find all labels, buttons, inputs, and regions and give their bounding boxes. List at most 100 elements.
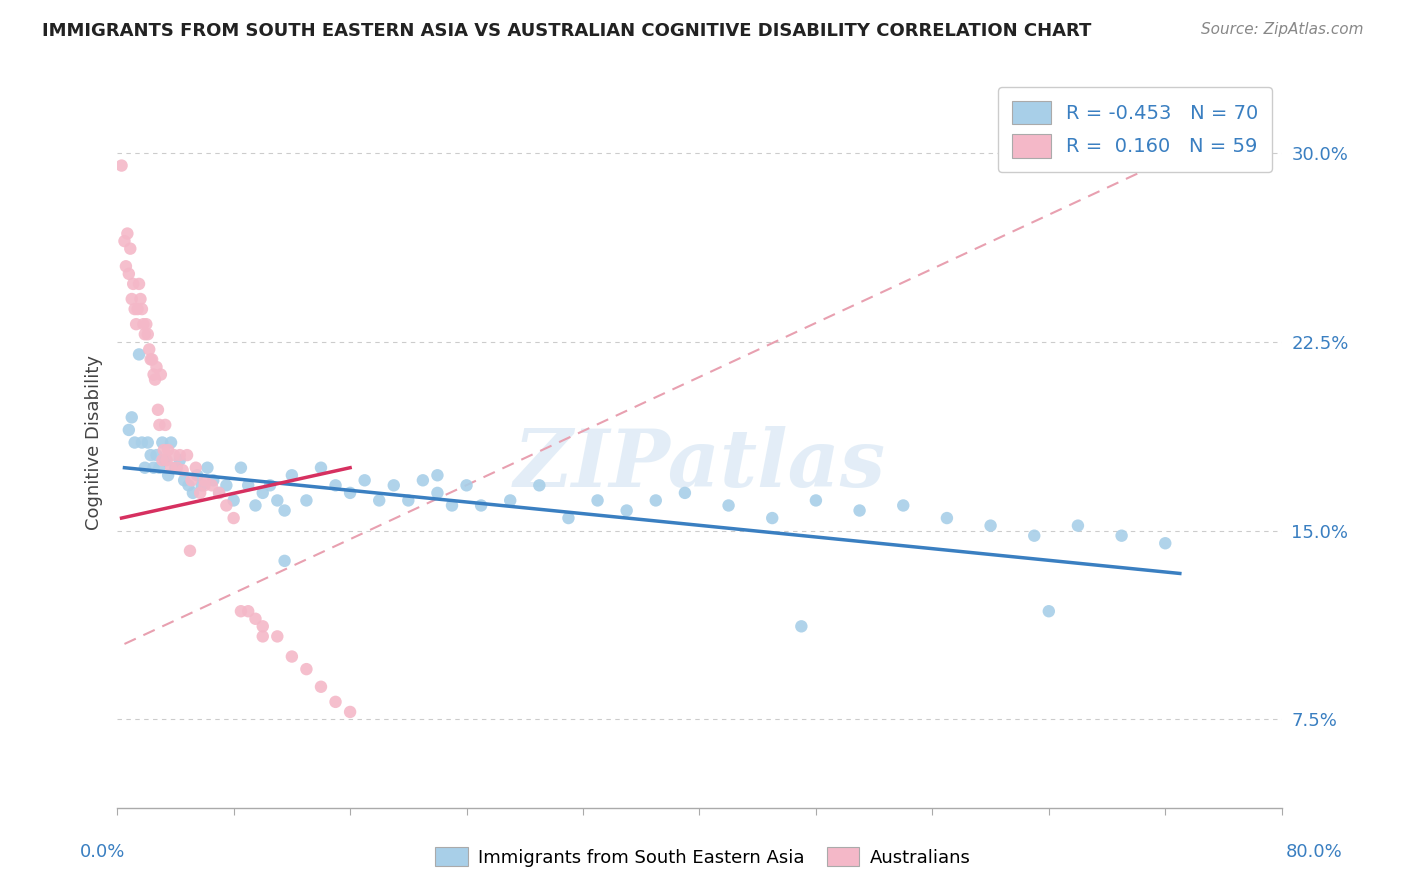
Point: [456, 478, 478, 492]
Text: 0.0%: 0.0%: [80, 843, 125, 861]
Point: [222, 511, 245, 525]
Point: [172, 463, 194, 477]
Point: [673, 486, 696, 500]
Point: [134, 460, 156, 475]
Point: [181, 486, 204, 500]
Point: [141, 352, 163, 367]
Point: [118, 423, 141, 437]
Text: Source: ZipAtlas.com: Source: ZipAtlas.com: [1201, 22, 1364, 37]
Point: [129, 292, 152, 306]
Point: [252, 486, 274, 500]
Point: [139, 448, 162, 462]
Point: [163, 448, 186, 462]
Point: [208, 486, 231, 500]
Point: [122, 277, 145, 291]
Point: [215, 499, 238, 513]
Point: [115, 260, 138, 274]
Point: [131, 435, 153, 450]
Point: [1038, 604, 1060, 618]
Point: [155, 453, 177, 467]
Point: [426, 486, 449, 500]
Point: [368, 493, 391, 508]
Point: [339, 705, 361, 719]
Point: [259, 478, 281, 492]
Point: [790, 619, 813, 633]
Point: [470, 499, 492, 513]
Point: [252, 619, 274, 633]
Point: [136, 435, 159, 450]
Point: [717, 499, 740, 513]
Point: [229, 460, 252, 475]
Point: [124, 435, 146, 450]
Point: [149, 368, 172, 382]
Point: [146, 402, 169, 417]
Point: [245, 612, 267, 626]
Point: [238, 604, 260, 618]
Point: [325, 695, 347, 709]
Point: [121, 410, 143, 425]
Point: [197, 460, 219, 475]
Point: [157, 468, 180, 483]
Point: [252, 629, 274, 643]
Point: [295, 493, 318, 508]
Point: [166, 460, 188, 475]
Point: [616, 503, 638, 517]
Point: [644, 493, 666, 508]
Point: [148, 417, 170, 432]
Point: [156, 453, 179, 467]
Point: [150, 453, 173, 467]
Point: [309, 460, 332, 475]
Point: [138, 343, 160, 357]
Point: [1154, 536, 1177, 550]
Point: [117, 227, 139, 241]
Point: [145, 448, 167, 462]
Point: [353, 473, 375, 487]
Point: [891, 499, 914, 513]
Point: [1024, 529, 1046, 543]
Point: [180, 473, 202, 487]
Point: [160, 435, 183, 450]
Point: [193, 478, 215, 492]
Point: [396, 493, 419, 508]
Point: [215, 478, 238, 492]
Point: [188, 486, 211, 500]
Point: [1111, 529, 1133, 543]
Point: [339, 486, 361, 500]
Point: [935, 511, 957, 525]
Point: [124, 302, 146, 317]
Point: [118, 267, 141, 281]
Point: [1067, 518, 1090, 533]
Point: [128, 347, 150, 361]
Point: [142, 460, 165, 475]
Point: [440, 499, 463, 513]
Point: [586, 493, 609, 508]
Legend: R = -0.453   N = 70, R =  0.160   N = 59: R = -0.453 N = 70, R = 0.160 N = 59: [998, 87, 1272, 171]
Point: [382, 478, 405, 492]
Point: [325, 478, 347, 492]
Y-axis label: Cognitive Disability: Cognitive Disability: [86, 355, 103, 530]
Point: [222, 493, 245, 508]
Text: ZIPatlas: ZIPatlas: [513, 425, 886, 503]
Point: [309, 680, 332, 694]
Point: [169, 448, 191, 462]
Point: [125, 317, 148, 331]
Point: [142, 368, 165, 382]
Legend: Immigrants from South Eastern Asia, Australians: Immigrants from South Eastern Asia, Aust…: [427, 840, 979, 874]
Point: [980, 518, 1002, 533]
Point: [412, 473, 434, 487]
Point: [110, 159, 132, 173]
Point: [165, 460, 187, 475]
Point: [186, 468, 208, 483]
Point: [145, 359, 167, 374]
Point: [155, 417, 177, 432]
Point: [266, 629, 288, 643]
Point: [266, 493, 288, 508]
Point: [131, 302, 153, 317]
Point: [761, 511, 783, 525]
Point: [160, 460, 183, 475]
Point: [127, 302, 149, 317]
Point: [173, 473, 195, 487]
Point: [136, 327, 159, 342]
Point: [208, 486, 231, 500]
Point: [152, 443, 174, 458]
